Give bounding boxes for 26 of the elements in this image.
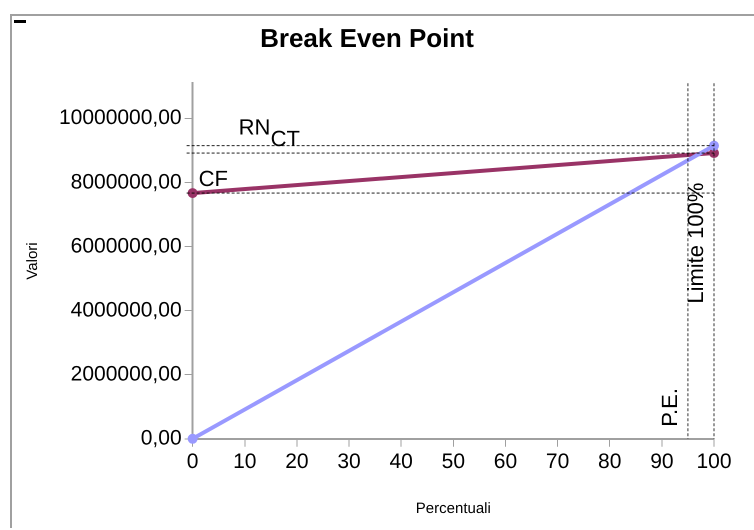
x-tick-label: 0 bbox=[186, 450, 198, 474]
y-axis-title: Valori bbox=[24, 242, 42, 280]
ref-line-label: P.E. bbox=[656, 388, 682, 427]
ref-line-label: CF bbox=[198, 166, 228, 192]
x-tick-label: 40 bbox=[389, 450, 413, 474]
x-tick-label: 20 bbox=[285, 450, 309, 474]
x-tick-label: 30 bbox=[337, 450, 361, 474]
chart-title: Break Even Point bbox=[260, 22, 474, 53]
ref-line-label: Limite 100% bbox=[683, 182, 708, 304]
y-tick-label: 8000000,00 bbox=[70, 170, 182, 194]
y-tick-label: 4000000,00 bbox=[70, 298, 182, 322]
x-tick-label: 80 bbox=[598, 450, 622, 474]
y-tick-label: 10000000,00 bbox=[58, 106, 182, 130]
y-tick-label: 2000000,00 bbox=[70, 362, 182, 386]
x-tick-label: 10 bbox=[233, 450, 256, 474]
x-tick-label: 60 bbox=[494, 450, 518, 474]
y-tick-label: 6000000,00 bbox=[70, 234, 182, 258]
ref-line-label: CT bbox=[270, 126, 300, 152]
x-tick-label: 70 bbox=[546, 450, 570, 474]
x-axis-title: Percentuali bbox=[416, 500, 491, 518]
point bbox=[188, 434, 198, 444]
y-tick-label: 0,00 bbox=[140, 426, 182, 450]
x-tick-label: 100 bbox=[696, 450, 732, 474]
x-tick-label: 90 bbox=[650, 450, 674, 474]
ref-line-label: RN bbox=[238, 114, 270, 140]
x-tick-label: 50 bbox=[442, 450, 465, 474]
